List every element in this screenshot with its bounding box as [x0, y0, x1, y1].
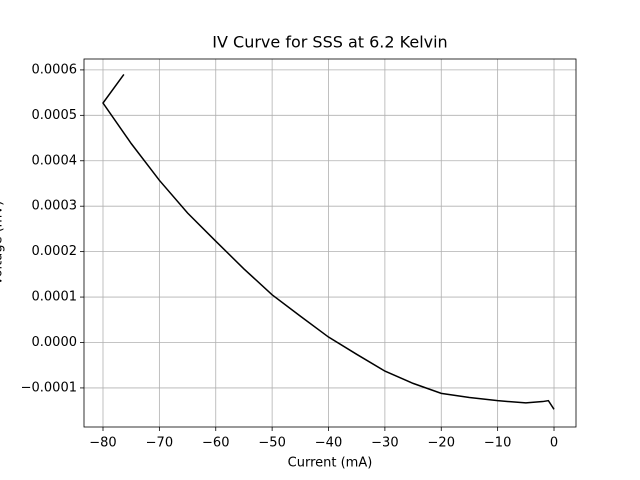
x-tick-label: −20	[428, 436, 455, 451]
data-line	[102, 74, 555, 410]
x-tick-label: −80	[89, 436, 116, 451]
y-tick-label: 0.0002	[32, 244, 78, 259]
x-tick-label: −60	[202, 436, 229, 451]
y-tick-label: 0.0003	[32, 199, 78, 214]
y-tick-label: 0.0005	[32, 108, 78, 123]
plot-frame	[83, 58, 577, 428]
x-axis-label: Current (mA)	[288, 456, 373, 471]
x-tick-label: −40	[315, 436, 342, 451]
y-tick-label: −0.0001	[21, 380, 77, 395]
x-tick-label: −50	[258, 436, 285, 451]
y-tick-label: 0.0000	[32, 335, 78, 350]
chart-title: IV Curve for SSS at 6.2 Kelvin	[212, 33, 447, 52]
x-tick-label: −30	[371, 436, 398, 451]
y-tick-label: 0.0001	[32, 290, 78, 305]
x-tick-label: 0	[550, 436, 558, 451]
y-axis-label: Voltage (mV)	[0, 201, 6, 286]
y-tick-label: 0.0004	[32, 153, 78, 168]
y-tick-label: 0.0006	[32, 62, 78, 77]
x-tick-label: −10	[484, 436, 511, 451]
x-tick-label: −70	[146, 436, 173, 451]
